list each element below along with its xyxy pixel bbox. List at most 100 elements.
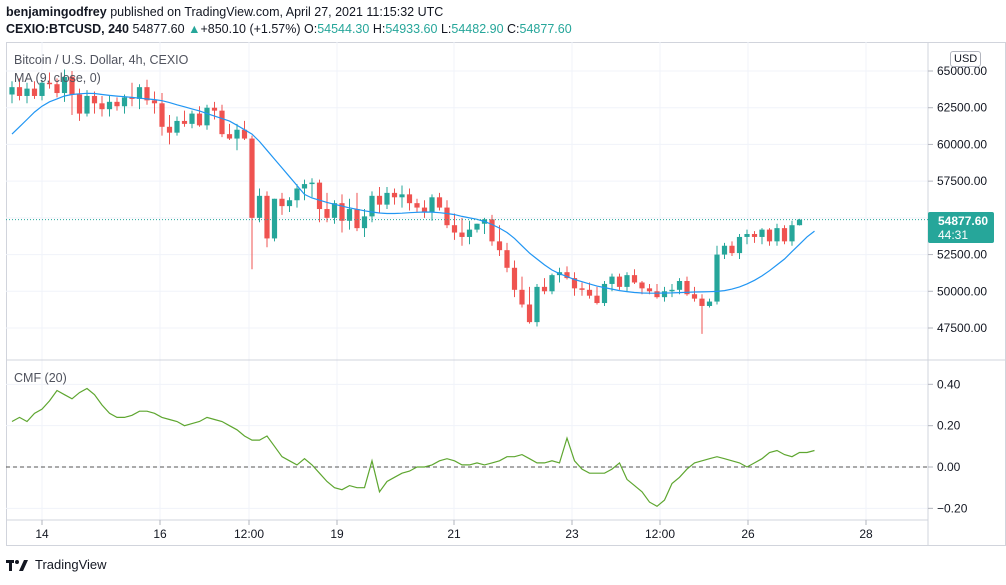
- candle-body: [144, 87, 150, 101]
- candle-body: [54, 84, 60, 94]
- candle-body: [436, 197, 443, 208]
- candle-body: [114, 101, 120, 107]
- high-value: 54933.60: [385, 22, 438, 36]
- candle-body: [766, 229, 773, 242]
- candle-body: [106, 101, 113, 110]
- candle-body: [669, 289, 675, 292]
- cmf-legend[interactable]: CMF (20): [14, 371, 67, 385]
- candle-body: [721, 245, 728, 255]
- candle-body: [699, 298, 705, 306]
- footer-brand[interactable]: TradingView: [6, 557, 107, 572]
- time-tick-label: 12:00: [234, 527, 264, 541]
- candle-body: [61, 76, 68, 94]
- cmf-tick-label: 0.20: [937, 419, 961, 433]
- candle-body: [661, 291, 668, 298]
- last-price-tag-value: 54877.60: [938, 214, 989, 228]
- candle-body: [631, 275, 638, 283]
- candle-body: [774, 228, 780, 242]
- candle-body: [594, 295, 600, 304]
- candle-body: [151, 100, 158, 104]
- price-tick-label: 65000.00: [937, 64, 987, 78]
- candle-body: [24, 88, 30, 96]
- candle-body: [301, 184, 308, 189]
- chart-frame[interactable]: [6, 42, 1006, 546]
- currency-button[interactable]: USD: [950, 51, 982, 67]
- candle-body: [9, 87, 15, 95]
- grid-lines: [6, 42, 928, 520]
- candle-body: [714, 254, 720, 302]
- candlestick-series: [9, 69, 803, 334]
- time-tick-label: 19: [330, 527, 344, 541]
- candle-body: [271, 198, 278, 239]
- last-price: 54877.60: [132, 22, 185, 36]
- author-name[interactable]: benjamingodfrey: [6, 5, 107, 19]
- candle-body: [76, 94, 83, 114]
- publish-text: published on TradingView.com, April 27, …: [106, 5, 444, 19]
- open-label: O:: [304, 22, 318, 36]
- candle-body: [39, 82, 45, 96]
- candle-body: [616, 276, 623, 287]
- candle-body: [121, 97, 128, 107]
- candle-body: [564, 272, 570, 279]
- candle-body: [519, 289, 525, 305]
- low-label: L:: [440, 22, 452, 36]
- candle-body: [496, 241, 503, 251]
- low-value: 54482.90: [451, 22, 504, 36]
- candle-body: [226, 134, 233, 139]
- candle-body: [751, 234, 758, 237]
- ma-line: [11, 92, 815, 294]
- price-axis-ticks: 65000.0062500.0060000.0057500.0055000.00…: [928, 64, 987, 335]
- chart-title: Bitcoin / U.S. Dollar, 4h, CEXIO: [14, 53, 189, 67]
- price-tick-label: 62500.00: [937, 101, 987, 115]
- candle-body: [586, 289, 593, 296]
- candle-body: [339, 203, 345, 221]
- candle-body: [99, 103, 105, 110]
- symbol-label: CEXIO:BTCUSD, 240: [6, 22, 129, 36]
- candle-body: [706, 301, 713, 306]
- candle-body: [399, 194, 405, 198]
- candle-body: [316, 182, 323, 210]
- cmf-tick-label: −0.20: [937, 501, 968, 515]
- candle-body: [159, 103, 165, 127]
- candle-body: [196, 113, 203, 126]
- time-tick-label: 16: [153, 527, 167, 541]
- candle-body: [181, 120, 188, 124]
- candle-body: [444, 207, 450, 226]
- candle-body: [309, 182, 315, 185]
- symbol-info: CEXIO:BTCUSD, 240 54877.60 ▲+850.10 (+1.…: [6, 22, 572, 36]
- candle-body: [286, 200, 293, 207]
- candle-body: [609, 276, 615, 284]
- candle-body: [354, 209, 360, 229]
- candle-body: [346, 209, 353, 221]
- candle-body: [466, 229, 473, 237]
- candle-body: [489, 219, 495, 242]
- candle-body: [781, 228, 788, 242]
- candle-body: [189, 113, 195, 124]
- time-tick-label: 21: [447, 527, 461, 541]
- candle-body: [684, 281, 690, 295]
- candle-body: [624, 275, 630, 287]
- bar-countdown: 44:31: [938, 228, 969, 242]
- time-axis-ticks: 14 16 12:00 19 21 23 12:00 26 28: [35, 520, 873, 541]
- candle-body: [211, 107, 218, 111]
- candle-body: [384, 192, 390, 205]
- candle-body: [691, 294, 698, 299]
- candle-body: [219, 110, 225, 135]
- candle-body: [429, 197, 435, 212]
- close-value: 54877.60: [519, 22, 572, 36]
- candle-body: [571, 278, 578, 289]
- candle-body: [744, 234, 750, 237]
- candle-body: [639, 282, 645, 289]
- ma-legend[interactable]: MA (9, close, 0): [14, 71, 101, 85]
- footer-brand-label: TradingView: [35, 557, 107, 572]
- time-tick-label: 14: [35, 527, 49, 541]
- candle-body: [174, 120, 180, 133]
- candle-body: [541, 286, 548, 292]
- candle-body: [451, 225, 458, 233]
- candle-body: [91, 95, 98, 104]
- cmf-axis-ticks: 0.40 0.20 0.00 −0.20: [928, 377, 968, 515]
- price-tick-label: 47500.00: [937, 321, 987, 335]
- candle-body: [129, 97, 135, 99]
- candle-body: [511, 267, 518, 290]
